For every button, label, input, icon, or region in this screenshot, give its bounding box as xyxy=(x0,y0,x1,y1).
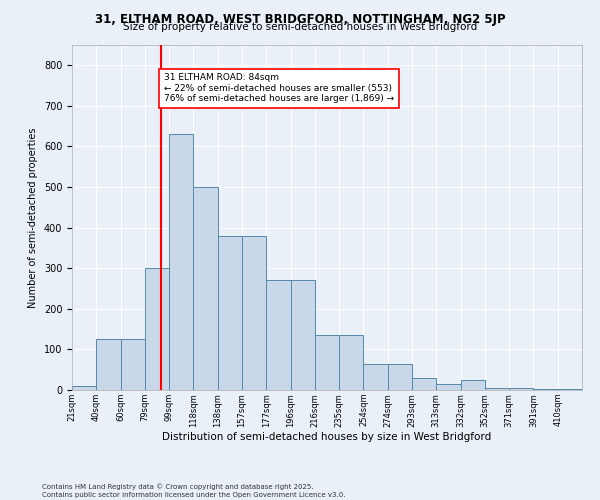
Bar xyxy=(145,268,169,390)
Text: Contains HM Land Registry data © Crown copyright and database right 2025.
Contai: Contains HM Land Registry data © Crown c… xyxy=(42,484,346,498)
Bar xyxy=(266,280,290,390)
Bar xyxy=(461,380,485,390)
Bar xyxy=(193,187,218,390)
Bar xyxy=(388,364,412,390)
Text: 31 ELTHAM ROAD: 84sqm
← 22% of semi-detached houses are smaller (553)
76% of sem: 31 ELTHAM ROAD: 84sqm ← 22% of semi-deta… xyxy=(164,74,394,103)
Text: Size of property relative to semi-detached houses in West Bridgford: Size of property relative to semi-detach… xyxy=(123,22,477,32)
Bar xyxy=(121,340,145,390)
Bar xyxy=(485,388,509,390)
Bar xyxy=(412,378,436,390)
Bar xyxy=(169,134,193,390)
Bar xyxy=(96,340,121,390)
X-axis label: Distribution of semi-detached houses by size in West Bridgford: Distribution of semi-detached houses by … xyxy=(163,432,491,442)
Bar xyxy=(436,384,461,390)
Y-axis label: Number of semi-detached properties: Number of semi-detached properties xyxy=(28,127,38,308)
Bar xyxy=(509,388,533,390)
Bar xyxy=(290,280,315,390)
Bar xyxy=(558,389,582,390)
Bar xyxy=(339,335,364,390)
Bar xyxy=(242,236,266,390)
Bar xyxy=(218,236,242,390)
Bar xyxy=(72,386,96,390)
Bar xyxy=(533,389,558,390)
Bar xyxy=(364,364,388,390)
Bar xyxy=(315,335,339,390)
Text: 31, ELTHAM ROAD, WEST BRIDGFORD, NOTTINGHAM, NG2 5JP: 31, ELTHAM ROAD, WEST BRIDGFORD, NOTTING… xyxy=(95,12,505,26)
